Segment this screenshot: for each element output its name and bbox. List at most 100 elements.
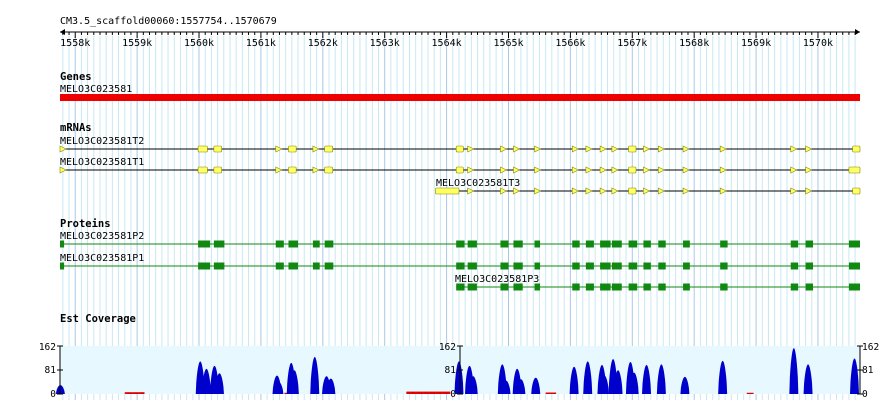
mrna-exon[interactable] [805, 145, 813, 153]
mrna-exon[interactable] [611, 145, 619, 153]
mrna-exon[interactable] [467, 145, 475, 153]
mrna-exon[interactable] [643, 166, 651, 174]
protein-exon[interactable] [534, 240, 541, 248]
mrna-exon[interactable] [657, 187, 665, 195]
mrna-exon[interactable] [571, 166, 579, 174]
mrna-exon[interactable] [288, 166, 297, 174]
mrna-exon[interactable] [324, 166, 334, 174]
protein-exon[interactable] [611, 262, 622, 270]
protein-exon[interactable] [805, 240, 814, 248]
protein-exon[interactable] [658, 262, 666, 270]
mrna-exon[interactable] [513, 187, 521, 195]
protein-exon[interactable] [600, 262, 611, 270]
mrna-exon[interactable] [628, 166, 637, 174]
mrna-feature[interactable]: MELO3C023581T3 [435, 178, 861, 195]
protein-exon[interactable] [275, 240, 284, 248]
protein-exon[interactable] [60, 262, 65, 270]
mrna-exon[interactable] [682, 187, 690, 195]
protein-exon[interactable] [628, 283, 638, 291]
protein-exon[interactable] [658, 283, 666, 291]
protein-exon[interactable] [805, 262, 814, 270]
mrna-exon[interactable] [682, 145, 690, 153]
mrna-exon[interactable] [534, 145, 542, 153]
protein-exon[interactable] [611, 240, 622, 248]
mrna-exon[interactable] [197, 166, 208, 174]
protein-exon[interactable] [683, 283, 690, 291]
mrna-exon[interactable] [790, 166, 798, 174]
mrna-exon[interactable] [534, 187, 542, 195]
mrna-exon[interactable] [628, 187, 637, 195]
protein-exon[interactable] [585, 240, 594, 248]
mrna-exon[interactable] [585, 166, 593, 174]
mrnas-track[interactable]: mRNAs MELO3C023581T2 MELO3C023581T1 MELO3C… [59, 122, 861, 195]
mrna-exon[interactable] [500, 145, 508, 153]
mrna-exon[interactable] [790, 187, 798, 195]
mrna-exon[interactable] [719, 187, 727, 195]
mrna-exon[interactable] [571, 145, 579, 153]
protein-exon[interactable] [500, 283, 509, 291]
mrna-exon[interactable] [513, 166, 521, 174]
mrna-exon[interactable] [324, 145, 334, 153]
mrna-exon[interactable] [643, 145, 651, 153]
mrna-exon[interactable] [513, 145, 521, 153]
protein-exon[interactable] [628, 240, 638, 248]
protein-exon[interactable] [324, 240, 334, 248]
protein-feature[interactable]: MELO3C023581P3 [455, 274, 860, 291]
protein-feature[interactable]: MELO3C023581P1 [60, 253, 860, 270]
protein-exon[interactable] [658, 240, 666, 248]
mrna-exon[interactable] [455, 145, 464, 153]
protein-exon[interactable] [805, 283, 814, 291]
protein-exon[interactable] [585, 262, 594, 270]
mrna-exon[interactable] [852, 187, 861, 195]
mrna-exon[interactable] [657, 145, 665, 153]
mrna-exon[interactable] [790, 145, 798, 153]
protein-exon[interactable] [848, 240, 860, 248]
est-coverage-track[interactable]: Est Coverage 162 81 0 162 81 0 162 81 0 [39, 313, 879, 400]
protein-exon[interactable] [513, 240, 523, 248]
protein-exon[interactable] [500, 240, 509, 248]
protein-exon[interactable] [790, 283, 799, 291]
protein-exon[interactable] [467, 240, 477, 248]
protein-exon[interactable] [534, 262, 541, 270]
protein-exon[interactable] [600, 283, 611, 291]
protein-exon[interactable] [513, 262, 523, 270]
protein-exon[interactable] [720, 283, 728, 291]
mrna-exon[interactable] [312, 166, 320, 174]
mrna-exon[interactable] [599, 166, 607, 174]
gene-feature[interactable] [60, 94, 860, 101]
mrna-exon[interactable] [534, 166, 542, 174]
mrna-exon[interactable] [288, 145, 297, 153]
protein-exon[interactable] [628, 262, 638, 270]
protein-exon[interactable] [643, 240, 651, 248]
mrna-exon[interactable] [852, 145, 861, 153]
protein-exon[interactable] [720, 262, 728, 270]
mrna-exon[interactable] [571, 187, 579, 195]
mrna-exon[interactable] [197, 145, 208, 153]
protein-exon[interactable] [643, 262, 651, 270]
protein-exon[interactable] [500, 262, 509, 270]
mrna-exon[interactable] [275, 166, 283, 174]
protein-exon[interactable] [611, 283, 622, 291]
protein-exon[interactable] [213, 262, 225, 270]
mrna-exon[interactable] [213, 166, 222, 174]
mrna-exon[interactable] [848, 166, 861, 174]
protein-exon[interactable] [790, 240, 799, 248]
mrna-exon[interactable] [805, 187, 813, 195]
mrna-feature[interactable]: MELO3C023581T2 [59, 136, 861, 153]
mrna-exon[interactable] [682, 166, 690, 174]
mrna-feature[interactable]: MELO3C023581T1 [59, 157, 861, 174]
protein-exon[interactable] [643, 283, 651, 291]
mrna-exon[interactable] [719, 166, 727, 174]
protein-exon[interactable] [456, 240, 465, 248]
protein-exon[interactable] [288, 240, 299, 248]
mrna-exon[interactable] [585, 187, 593, 195]
protein-exon[interactable] [213, 240, 225, 248]
mrna-exon[interactable] [213, 145, 222, 153]
proteins-track[interactable]: Proteins MELO3C023581P2 MELO3C023581P1 MEL… [60, 218, 860, 291]
protein-exon[interactable] [312, 262, 320, 270]
mrna-exon[interactable] [719, 145, 727, 153]
coordinate-ruler[interactable]: CM3.5_scaffold00060:1557754..1570679 155… [60, 16, 860, 49]
mrna-exon[interactable] [805, 166, 813, 174]
protein-exon[interactable] [467, 262, 477, 270]
protein-exon[interactable] [456, 283, 465, 291]
